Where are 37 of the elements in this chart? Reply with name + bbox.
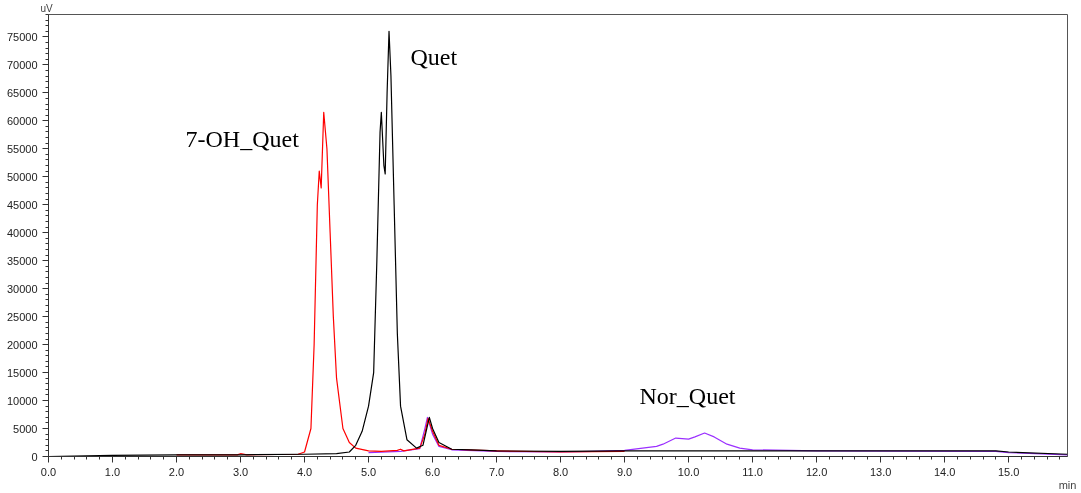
y-tick-label: 25000 [6, 310, 38, 323]
y-tick-label: 55000 [6, 142, 38, 155]
x-tick-label: 13.0 [869, 465, 892, 478]
x-tick-label: 9.0 [616, 465, 633, 478]
y-tick-label: 10000 [6, 394, 38, 407]
y-tick-label: 5000 [13, 422, 38, 435]
y-tick-label: 0 [31, 450, 38, 463]
x-tick-label: 6.0 [424, 465, 441, 478]
x-tick-label: 3.0 [232, 465, 249, 478]
annotation: Nor_Quet [639, 382, 736, 409]
x-tick-label: 0.0 [40, 465, 57, 478]
y-tick-label: 20000 [6, 338, 38, 351]
y-tick-label: 40000 [6, 226, 38, 239]
x-axis-title: min [1058, 478, 1077, 491]
y-tick-label: 50000 [6, 170, 38, 183]
x-tick-label: 8.0 [552, 465, 569, 478]
x-tick-label: 7.0 [488, 465, 505, 478]
y-tick-label: 60000 [6, 114, 38, 127]
y-tick-label: 30000 [6, 282, 38, 295]
x-tick-label: 14.0 [933, 465, 956, 478]
y-tick-label: 45000 [6, 198, 38, 211]
y-tick-label: 15000 [6, 366, 38, 379]
x-tick-label: 4.0 [296, 465, 313, 478]
y-axis-title: uV [40, 3, 54, 14]
x-tick-label: 11.0 [742, 465, 763, 478]
x-tick-label: 12.0 [805, 465, 828, 478]
x-tick-label: 15.0 [997, 465, 1020, 478]
annotation: Quet [410, 43, 458, 70]
y-tick-label: 70000 [6, 58, 38, 71]
x-tick-label: 5.0 [360, 465, 377, 478]
annotation: 7-OH_Quet [185, 125, 300, 152]
y-tick-label: 75000 [6, 30, 38, 43]
x-tick-label: 1.0 [104, 465, 121, 478]
x-tick-label: 2.0 [168, 465, 185, 478]
y-tick-label: 35000 [6, 254, 38, 267]
y-tick-label: 65000 [6, 86, 38, 99]
x-tick-label: 10.0 [677, 465, 700, 478]
